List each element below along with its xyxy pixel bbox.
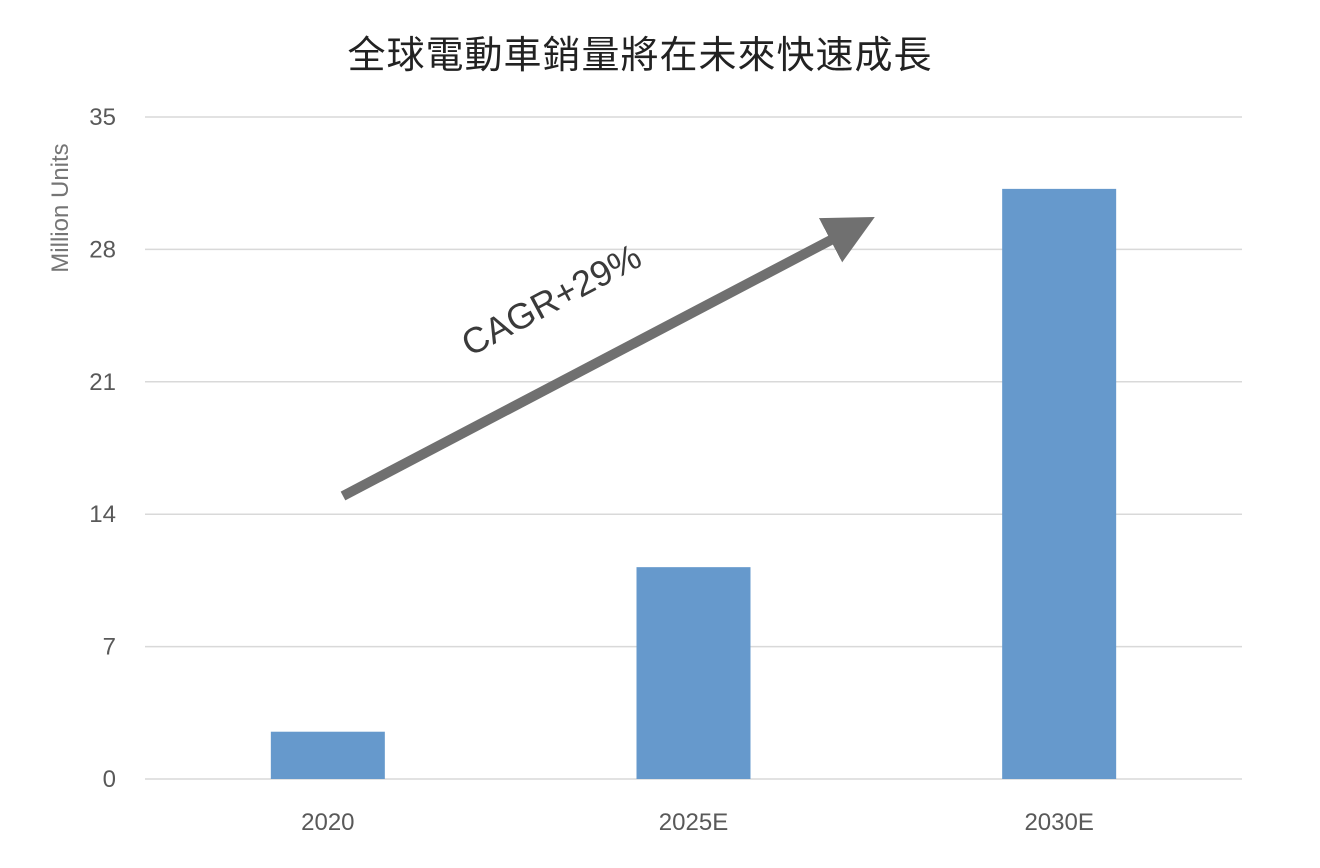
y-tick-label: 35 — [89, 104, 116, 131]
y-tick-label: 14 — [89, 501, 116, 528]
bar-2030E — [1002, 188, 1117, 780]
x-tick-label: 2025E — [659, 809, 728, 836]
y-tick-label: 21 — [89, 369, 116, 396]
x-axis-ticks: 2020 2025E 2030E — [301, 809, 1094, 836]
x-tick-label: 2020 — [301, 809, 354, 836]
cagr-label: CAGR+29% — [455, 235, 648, 364]
y-tick-label: 7 — [103, 634, 116, 661]
y-tick-label: 28 — [89, 236, 116, 263]
y-tick-label: 0 — [103, 766, 116, 793]
y-axis-ticks: 0 7 14 21 28 35 — [89, 104, 116, 793]
x-tick-label: 2030E — [1024, 809, 1093, 836]
y-axis-title: Million Units — [47, 143, 74, 272]
bars — [270, 188, 1117, 780]
bar-2020 — [270, 731, 385, 779]
cagr-annotation: CAGR+29% — [340, 216, 875, 501]
trend-arrow — [340, 216, 875, 501]
bar-2025E — [636, 567, 751, 779]
chart-title: 全球電動車銷量將在未來快速成長 — [347, 33, 933, 77]
